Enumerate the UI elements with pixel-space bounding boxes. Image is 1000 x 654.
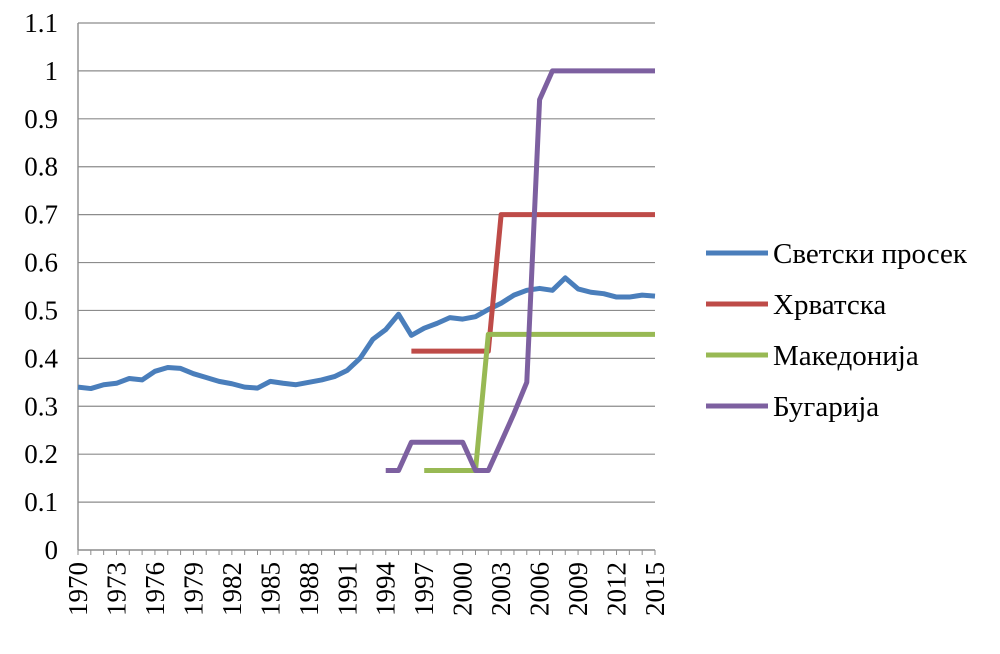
x-tick-label: 1994 [371, 562, 401, 617]
y-tick-label: 1 [45, 56, 59, 86]
x-tick-label: 1976 [140, 562, 170, 616]
x-tick-label: 1985 [255, 562, 285, 616]
y-tick-label: 0.6 [24, 248, 58, 278]
y-tick-label: 0.4 [24, 343, 58, 373]
x-tick-label: 1997 [409, 562, 439, 616]
y-axis-tick-labels: 0 0.1 0.2 0.3 0.4 0.5 0.6 0.7 0.8 0.9 1 1.1 [24, 8, 58, 565]
y-tick-label: 0.5 [24, 295, 58, 325]
y-tick-label: 0.9 [24, 104, 58, 134]
x-tick-label: 1979 [178, 562, 208, 616]
x-tick-label: 1970 [63, 562, 93, 616]
y-tick-label: 0 [45, 535, 59, 565]
series-lines [77, 68, 656, 473]
y-tick-label: 1.1 [24, 8, 58, 38]
series-line-1 [77, 275, 656, 392]
legend-label: Бугарија [773, 391, 879, 423]
y-tick-label: 0.3 [24, 391, 58, 421]
legend: Светски просек Хрватска Македонија Бугарија [706, 238, 968, 423]
series-line-4 [385, 68, 655, 473]
y-tick-label: 0.7 [24, 200, 58, 230]
series-line-3 [424, 331, 655, 473]
x-tick-label: 2012 [602, 562, 632, 616]
legend-label: Хрватска [773, 289, 886, 321]
x-tick-label: 1991 [332, 562, 362, 616]
x-tick-label: 1988 [294, 562, 324, 616]
y-tick-label: 0.2 [24, 439, 58, 469]
x-axis-tick-labels: 1970 1973 1976 1979 1982 1985 1988 1991 1994 1997… [63, 562, 670, 617]
x-tick-label: 2009 [563, 562, 593, 616]
x-tick-label: 2006 [525, 562, 555, 616]
axes [77, 23, 656, 555]
x-tick-label: 2000 [448, 562, 478, 616]
x-tick-label: 2015 [640, 562, 670, 616]
x-tick-label: 1973 [101, 562, 131, 616]
y-tick-label: 0.8 [24, 152, 58, 182]
gridlines [78, 22, 655, 503]
x-tick-label: 1982 [217, 562, 247, 616]
legend-label: Македонија [773, 340, 919, 372]
x-tick-label: 2003 [486, 562, 516, 616]
legend-label: Светски просек [773, 238, 968, 270]
y-tick-label: 0.1 [24, 487, 58, 517]
